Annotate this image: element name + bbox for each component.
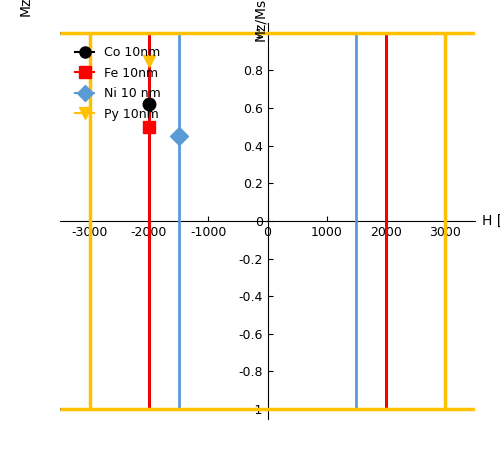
Text: Mz/Ms: Mz/Ms <box>18 0 32 16</box>
Text: H [kA/m]: H [kA/m] <box>482 214 500 228</box>
Legend: Co 10nm, Fe 10nm, Ni 10 nm, Py 10nm: Co 10nm, Fe 10nm, Ni 10 nm, Py 10nm <box>70 41 166 126</box>
Text: Mz/Ms: Mz/Ms <box>254 0 268 41</box>
